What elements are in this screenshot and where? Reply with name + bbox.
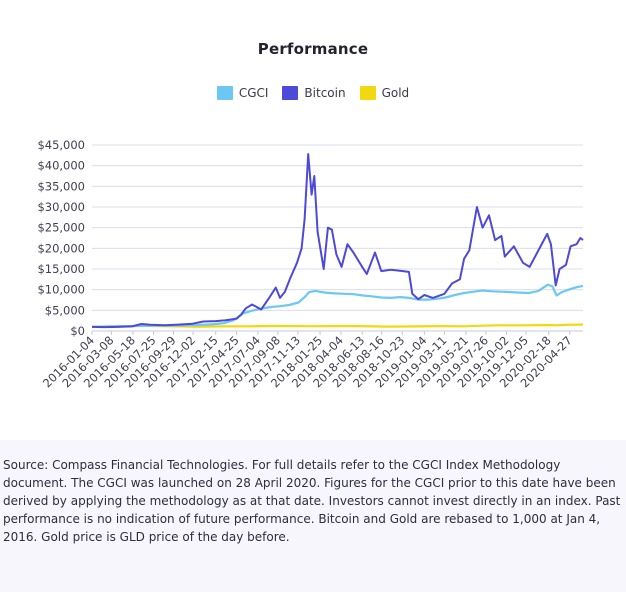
series-line-bitcoin [91, 153, 584, 329]
series-line-cgci [91, 283, 584, 328]
legend-label-cgci: CGCI [238, 86, 269, 100]
y-tick-label: $20,000 [37, 241, 85, 255]
grid-lines [91, 144, 583, 335]
legend-item-cgci[interactable]: CGCI [216, 86, 269, 100]
y-tick-label: $25,000 [37, 221, 85, 235]
source-note: Source: Compass Financial Technologies. … [3, 458, 621, 544]
legend-swatch-cgci [216, 86, 233, 100]
y-tick-label: $35,000 [37, 179, 85, 193]
y-tick-label: $5,000 [45, 303, 85, 317]
source-panel: Source: Compass Financial Technologies. … [0, 440, 626, 592]
y-tick-label: $0 [70, 324, 85, 338]
performance-line-chart: $0 $5,000 $10,000 $15,000 $20,000 $25,000 $30,… [37, 138, 584, 390]
y-tick-label: $40,000 [37, 159, 85, 173]
legend-item-gold[interactable]: Gold [359, 86, 410, 100]
legend-swatch-gold [359, 86, 376, 100]
chart-legend: CGCI Bitcoin Gold [0, 86, 626, 100]
legend-item-bitcoin[interactable]: Bitcoin [282, 86, 346, 100]
y-tick-label: $45,000 [37, 138, 85, 152]
legend-swatch-bitcoin [282, 86, 299, 100]
y-tick-label: $30,000 [37, 200, 85, 214]
y-tick-label: $15,000 [37, 262, 85, 276]
series-line-gold [91, 323, 584, 328]
legend-label-bitcoin: Bitcoin [304, 86, 346, 100]
y-axis-ticks: $0 $5,000 $10,000 $15,000 $20,000 $25,000 $30,… [37, 138, 85, 338]
chart-area: Performance CGCI Bitcoin Gold $0 $5,000 $1… [0, 40, 626, 391]
chart-title: Performance [257, 40, 369, 58]
x-axis-ticks: 2016-01-042016-03-082016-05-182016-07-25… [40, 333, 575, 390]
legend-label-gold: Gold [381, 86, 410, 100]
y-tick-label: $10,000 [37, 283, 85, 297]
series-lines [91, 153, 584, 329]
